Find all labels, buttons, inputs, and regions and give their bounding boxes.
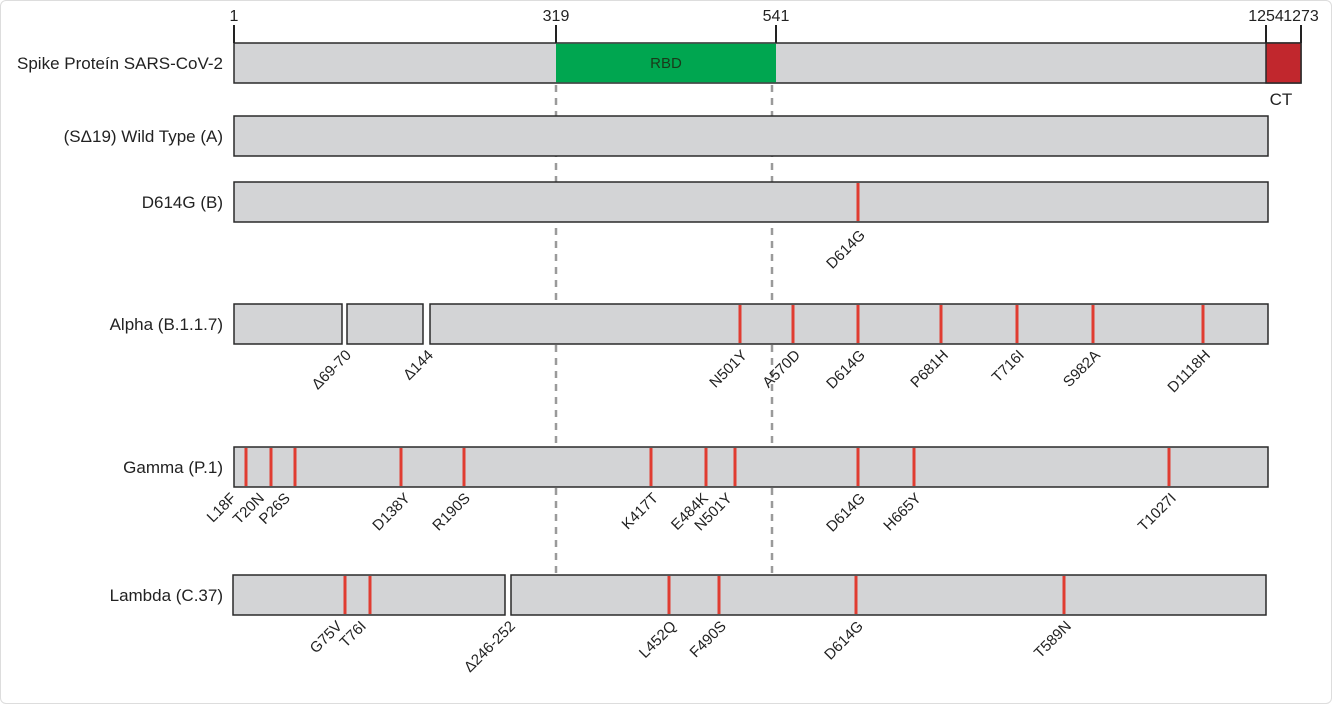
mutation-label: T716I — [989, 347, 1028, 386]
mutation-label: D614G — [823, 227, 869, 273]
ruler-tick-label: 1254 — [1248, 8, 1284, 25]
variant-label: Lambda (C.37) — [110, 586, 223, 605]
protein-bar-segment — [233, 303, 343, 345]
protein-bar-segment — [510, 574, 1267, 616]
mutation-label: T76I — [337, 618, 370, 651]
protein-bar-segment — [233, 446, 1269, 488]
deletion-label: Δ246-252 — [461, 618, 519, 676]
ruler-tick-label: 1273 — [1283, 8, 1319, 25]
ct-label: CT — [1270, 90, 1293, 109]
mutation-label: P26S — [256, 490, 294, 528]
variant-row: (SΔ19) Wild Type (A) — [64, 115, 1269, 157]
ruler-tick-label: 541 — [763, 8, 790, 25]
mutation-label: A570D — [759, 347, 804, 392]
mutation-label: D614G — [823, 490, 869, 536]
protein-bar-segment — [233, 181, 1269, 223]
variant-label: Gamma (P.1) — [123, 458, 223, 477]
mutation-label: K417T — [619, 490, 662, 533]
mutation-label: H665Y — [880, 490, 924, 534]
protein-bar-segment — [233, 115, 1269, 157]
deletion-label: Δ69-70 — [309, 347, 355, 393]
ct-domain — [1265, 42, 1302, 84]
mutation-label: L452Q — [636, 618, 680, 662]
mutation-label: D614G — [823, 347, 869, 393]
variant-row: Alpha (B.1.1.7) N501Y A570D D614G P681H T716I… — [110, 303, 1269, 396]
mutation-label: T589N — [1031, 618, 1075, 662]
variant-row: D614G (B) D614G — [142, 181, 1269, 273]
variant-label: Alpha (B.1.1.7) — [110, 315, 223, 334]
mutation-label: R190S — [429, 490, 473, 534]
mutation-label: D614G — [821, 618, 867, 664]
mutation-label: D1118H — [1164, 347, 1213, 396]
rbd-domain — [556, 43, 776, 83]
ruler-tick-label: 319 — [543, 8, 570, 25]
mutation-label: P681H — [907, 347, 951, 391]
protein-bar-segment — [346, 303, 424, 345]
ruler-tick-label: 1 — [230, 8, 239, 25]
mutation-label: F490S — [687, 618, 730, 661]
protein-bar-segment — [429, 303, 1269, 345]
mutation-label: T1027I — [1135, 490, 1180, 535]
mutation-label: S982A — [1060, 347, 1104, 391]
mutation-label: N501Y — [706, 347, 750, 391]
variant-label: (SΔ19) Wild Type (A) — [64, 127, 223, 146]
mutation-label: D138Y — [369, 490, 413, 534]
spike-label: Spike Proteín SARS-CoV-2 — [17, 54, 223, 73]
deletion-label: Δ144 — [400, 347, 437, 384]
rbd-label: RBD — [650, 55, 682, 72]
variant-label: D614G (B) — [142, 193, 223, 212]
